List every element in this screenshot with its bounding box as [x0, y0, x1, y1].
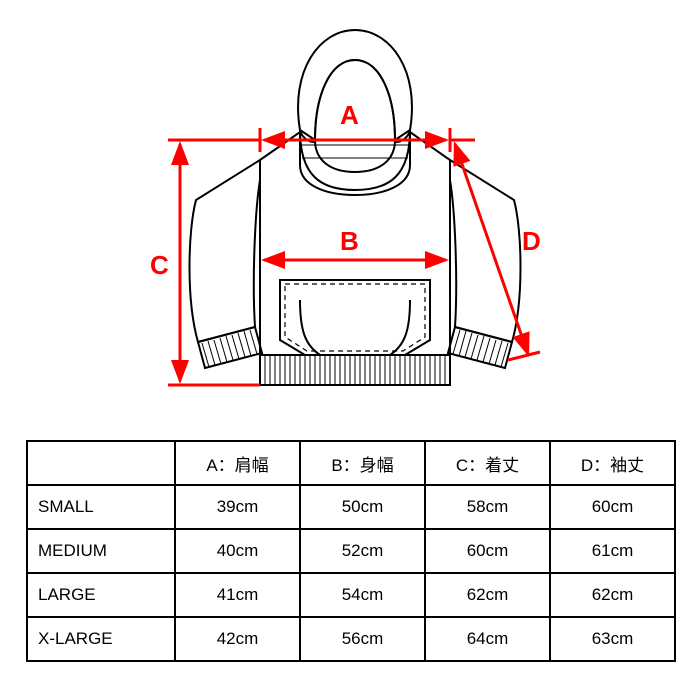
col-header-a: A：肩幅 [175, 441, 300, 485]
col-header-c: C：着丈 [425, 441, 550, 485]
cell: 41cm [175, 573, 300, 617]
cell: 54cm [300, 573, 425, 617]
size-chart-table: A：肩幅 B：身幅 C：着丈 D：袖丈 SMALL 39cm 50cm 58cm… [26, 440, 676, 662]
row-label: X-LARGE [27, 617, 175, 661]
dim-label-b: B [340, 226, 359, 257]
cell: 61cm [550, 529, 675, 573]
cell: 42cm [175, 617, 300, 661]
dim-label-d: D [522, 226, 541, 257]
cell: 60cm [425, 529, 550, 573]
cell: 60cm [550, 485, 675, 529]
cell: 62cm [550, 573, 675, 617]
table-row: MEDIUM 40cm 52cm 60cm 61cm [27, 529, 675, 573]
table-row: LARGE 41cm 54cm 62cm 62cm [27, 573, 675, 617]
cell: 50cm [300, 485, 425, 529]
col-header-blank [27, 441, 175, 485]
cell: 64cm [425, 617, 550, 661]
cell: 52cm [300, 529, 425, 573]
table-header-row: A：肩幅 B：身幅 C：着丈 D：袖丈 [27, 441, 675, 485]
row-label: MEDIUM [27, 529, 175, 573]
col-header-d: D：袖丈 [550, 441, 675, 485]
cell: 39cm [175, 485, 300, 529]
table-row: X-LARGE 42cm 56cm 64cm 63cm [27, 617, 675, 661]
cell: 58cm [425, 485, 550, 529]
cell: 56cm [300, 617, 425, 661]
cell: 62cm [425, 573, 550, 617]
row-label: LARGE [27, 573, 175, 617]
table-row: SMALL 39cm 50cm 58cm 60cm [27, 485, 675, 529]
dim-label-a: A [340, 100, 359, 131]
hoodie-illustration [0, 0, 700, 430]
cell: 40cm [175, 529, 300, 573]
dim-label-c: C [150, 250, 169, 281]
row-label: SMALL [27, 485, 175, 529]
sizing-diagram: A B C D [0, 0, 700, 430]
cell: 63cm [550, 617, 675, 661]
col-header-b: B：身幅 [300, 441, 425, 485]
